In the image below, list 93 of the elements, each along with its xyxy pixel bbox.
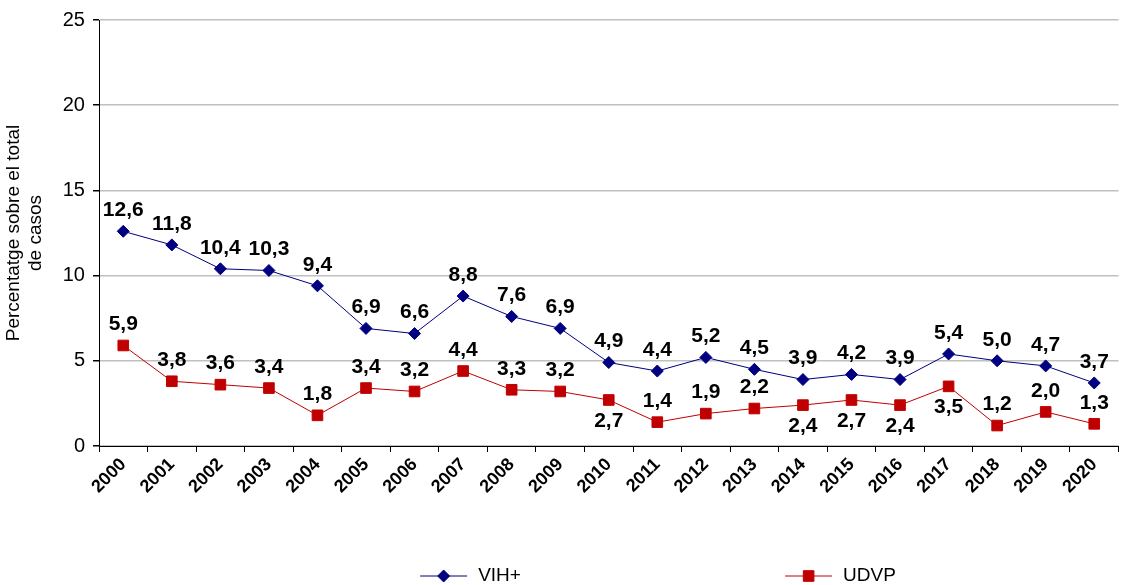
data-label: 3,5	[933, 394, 964, 418]
point	[505, 310, 519, 323]
data-label: 2,4	[885, 412, 915, 436]
point	[165, 238, 179, 252]
data-label: 3,4	[254, 353, 284, 377]
data-label: 3,4	[351, 353, 381, 377]
point	[797, 399, 809, 411]
point	[505, 383, 518, 396]
point	[894, 399, 906, 411]
y-tick-label: 15	[62, 177, 85, 200]
point	[457, 365, 469, 377]
data-label: 3,6	[205, 350, 235, 374]
point	[650, 364, 664, 378]
data-label: 3,3	[497, 355, 527, 379]
data-label: 5,9	[108, 311, 138, 335]
point	[1039, 359, 1053, 373]
data-label: 10,4	[199, 234, 242, 258]
legend-label: VIH+	[478, 564, 521, 585]
point	[263, 382, 275, 394]
data-label: 4,7	[1031, 331, 1061, 355]
data-label: 2,0	[1031, 377, 1061, 401]
data-label: 2,4	[788, 412, 818, 436]
point	[844, 367, 858, 381]
data-label: 3,2	[399, 357, 430, 381]
point	[1039, 406, 1052, 418]
data-label: 2,7	[836, 407, 867, 431]
data-label: 3,9	[788, 345, 818, 369]
point	[699, 350, 713, 364]
data-label: 1,9	[691, 379, 721, 403]
point	[117, 339, 130, 352]
y-tick-label: 20	[62, 92, 85, 115]
point	[213, 262, 227, 276]
point	[893, 373, 907, 387]
point	[262, 263, 276, 277]
point	[359, 321, 373, 335]
point	[166, 375, 178, 388]
point	[990, 354, 1004, 368]
data-label: 3,9	[885, 345, 915, 369]
data-label: 10,3	[248, 236, 290, 260]
y-axis-title: Percentatge sobre el total de casos	[1, 124, 46, 342]
point	[553, 321, 567, 335]
point	[408, 385, 421, 398]
data-label: 1,2	[982, 391, 1012, 415]
point	[214, 378, 227, 391]
data-label: 4,2	[836, 340, 867, 364]
data-label: 9,4	[302, 251, 333, 275]
point	[796, 373, 810, 387]
point	[651, 416, 664, 428]
point	[942, 347, 956, 361]
point	[602, 356, 616, 369]
point	[1088, 418, 1101, 430]
data-label: 4,5	[739, 335, 770, 359]
data-label: 4,4	[448, 336, 479, 360]
data-label: 7,6	[497, 282, 527, 306]
point	[360, 382, 372, 394]
data-label: 4,4	[642, 336, 673, 360]
data-label: 1,3	[1079, 389, 1109, 413]
data-label: 11,8	[151, 210, 192, 234]
data-label: 2,2	[739, 374, 769, 398]
point	[602, 394, 615, 406]
y-tick-label: 0	[73, 433, 85, 456]
data-label: 5,2	[691, 323, 721, 347]
point	[991, 419, 1003, 432]
data-label: 5,0	[982, 326, 1012, 350]
point	[942, 380, 955, 393]
data-label: 8,8	[448, 261, 479, 285]
point	[747, 362, 761, 376]
point	[311, 409, 324, 422]
y-tick-label: 25	[62, 7, 85, 30]
data-label: 2,7	[594, 407, 624, 431]
data-label: 5,4	[933, 319, 964, 343]
data-label: 6,9	[545, 294, 575, 318]
point	[748, 402, 761, 415]
point	[700, 407, 712, 420]
data-label: 4,9	[594, 328, 624, 352]
point	[456, 289, 470, 303]
legend-label: UDVP	[843, 564, 896, 585]
point	[116, 224, 130, 238]
point	[310, 279, 324, 293]
point	[1087, 376, 1101, 390]
data-label: 1,8	[302, 381, 333, 405]
data-label: 3,8	[157, 347, 187, 371]
data-label: 6,9	[351, 294, 381, 318]
data-label: 3,7	[1079, 348, 1109, 372]
point	[845, 394, 858, 406]
data-label: 1,4	[642, 387, 673, 411]
point	[408, 327, 422, 341]
data-label: 6,6	[399, 299, 430, 323]
data-label: 3,2	[545, 357, 575, 381]
y-tick-label: 5	[73, 348, 85, 371]
data-label: 12,6	[102, 197, 144, 221]
point	[554, 385, 567, 398]
y-tick-label: 10	[62, 263, 85, 286]
